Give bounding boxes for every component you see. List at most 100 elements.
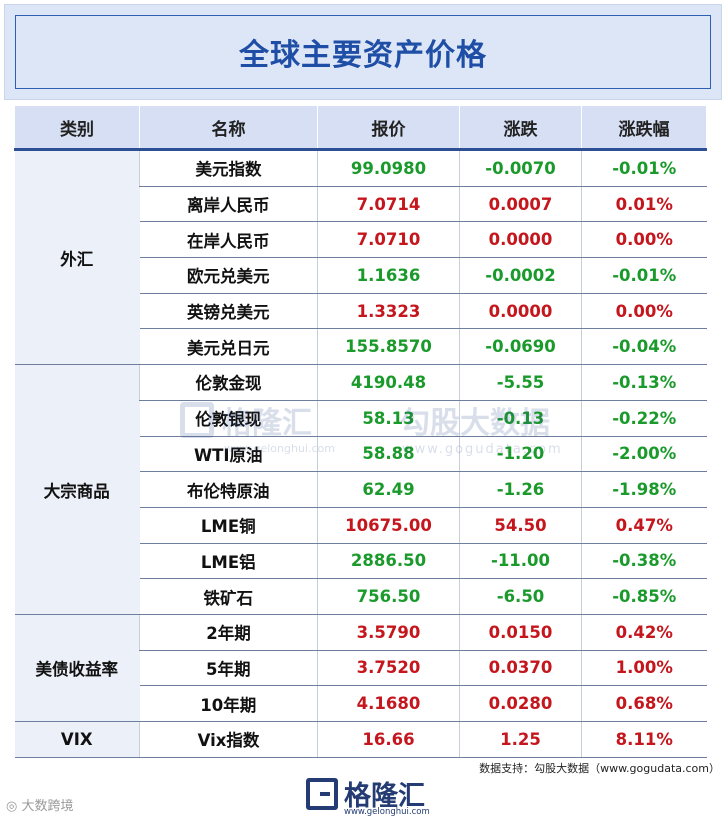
change-cell: 0.0000 [459, 221, 582, 259]
asset-name-cell: LME铜 [139, 507, 318, 544]
table-row: WTI原油 58.88 -1.20 -2.00% [15, 436, 707, 473]
change-cell: 0.0280 [459, 685, 582, 722]
change-pct-cell: 0.47% [581, 507, 707, 544]
change-pct-cell: 0.68% [581, 685, 707, 722]
change-pct-cell: 0.01% [581, 186, 707, 223]
table-row: 美债收益率 2年期 3.5790 0.0150 0.42% [14, 614, 707, 723]
asset-name-cell: LME铝 [139, 543, 318, 580]
price-cell: 155.8570 [317, 328, 460, 366]
table-row: LME铜 10675.00 54.50 0.47% [15, 507, 707, 544]
change-cell: 0.0150 [459, 614, 582, 651]
change-pct-cell: -0.85% [581, 578, 707, 615]
data-source-note: 数据支持：勾股大数据（www.gogudata.com） [479, 762, 720, 775]
table-row: 英镑兑美元 1.3323 0.0000 0.00% [15, 293, 707, 330]
category-cell: 外汇 [14, 149, 140, 366]
asset-price-table: 类别 名称 报价 涨跌 涨跌幅 外汇 美元指数 99.0980 -0.0070 -0.0… [14, 106, 707, 758]
title-banner: 全球主要资产价格 [4, 4, 722, 100]
table-row: LME铝 2886.50 -11.00 -0.38% [15, 543, 707, 580]
footer-logo: 格隆汇 www.gelonghui.com [306, 774, 436, 818]
asset-name-cell: 欧元兑美元 [139, 257, 318, 294]
corner-watermark-text: 大数跨境 [21, 799, 74, 814]
category-cell: 大宗商品 [14, 364, 140, 615]
asset-name-cell: 布伦特原油 [139, 471, 318, 508]
price-cell: 62.49 [317, 471, 460, 508]
footer-brand: 格隆汇 [344, 781, 425, 812]
change-cell: -0.0070 [459, 149, 582, 187]
change-pct-cell: 8.11% [581, 721, 707, 758]
change-cell: -1.20 [459, 436, 582, 473]
asset-name-cell: 美元兑日元 [139, 328, 318, 366]
change-cell: -0.0002 [459, 257, 582, 294]
column-header-name: 名称 [139, 106, 318, 151]
price-cell: 1.1636 [317, 257, 460, 294]
change-pct-cell: -0.13% [581, 364, 707, 401]
column-header-price: 报价 [317, 106, 460, 151]
column-header-category: 类别 [14, 106, 140, 151]
change-cell: 54.50 [459, 507, 582, 544]
table-header-row: 类别 名称 报价 涨跌 涨跌幅 [14, 106, 707, 151]
change-cell: -6.50 [459, 578, 582, 615]
column-header-change-pct: 涨跌幅 [581, 106, 707, 151]
table-row: 伦敦银现 58.13 -0.13 -0.22% [15, 400, 707, 437]
price-cell: 58.88 [317, 436, 460, 473]
change-pct-cell: 1.00% [581, 650, 707, 687]
table-row: 欧元兑美元 1.1636 -0.0002 -0.01% [15, 257, 707, 294]
change-pct-cell: 0.00% [581, 221, 707, 259]
asset-name-cell: 英镑兑美元 [139, 293, 318, 330]
asset-name-cell: 伦敦金现 [139, 364, 318, 401]
asset-name-cell: 5年期 [139, 650, 318, 687]
camera-icon: ◎ [6, 799, 22, 814]
table-row: 离岸人民币 7.0714 0.0007 0.01% [15, 186, 707, 223]
change-cell: -0.0690 [459, 328, 582, 366]
change-pct-cell: -0.22% [581, 400, 707, 437]
asset-name-cell: 在岸人民币 [139, 221, 318, 259]
change-cell: 0.0007 [459, 186, 582, 223]
category-cell: VIX [14, 721, 140, 758]
price-cell: 756.50 [317, 578, 460, 615]
price-cell: 4190.48 [317, 364, 460, 401]
change-pct-cell: -0.01% [581, 257, 707, 294]
asset-name-cell: 伦敦银现 [139, 400, 318, 437]
change-cell: 1.25 [459, 721, 582, 758]
change-cell: 0.0000 [459, 293, 582, 330]
title-frame: 全球主要资产价格 [15, 15, 711, 89]
change-cell: -0.13 [459, 400, 582, 437]
table-row: 5年期 3.7520 0.0370 1.00% [15, 650, 707, 687]
price-cell: 2886.50 [317, 543, 460, 580]
price-cell: 4.1680 [317, 685, 460, 722]
change-cell: -5.55 [459, 364, 582, 401]
asset-name-cell: 铁矿石 [139, 578, 318, 615]
table-body: 外汇 美元指数 99.0980 -0.0070 -0.01% 离岸人民币 7.0714 0.0… [14, 149, 707, 758]
asset-name-cell: 离岸人民币 [139, 186, 318, 223]
category-cell: 美债收益率 [14, 614, 140, 723]
change-pct-cell: 0.42% [581, 614, 707, 651]
table-row: 布伦特原油 62.49 -1.26 -1.98% [15, 471, 707, 508]
table-row: 大宗商品 伦敦金现 4190.48 -5.55 -0.13% [14, 364, 707, 615]
price-cell: 58.13 [317, 400, 460, 437]
gelonghui-logo-icon [306, 778, 338, 810]
change-pct-cell: -0.01% [581, 149, 707, 187]
corner-watermark: ◎ 大数跨境 [6, 795, 74, 814]
table-row: VIX Vix指数 16.66 1.25 8.11% [14, 721, 707, 758]
price-cell: 16.66 [317, 721, 460, 758]
change-pct-cell: -1.98% [581, 471, 707, 508]
table-row: 铁矿石 756.50 -6.50 -0.85% [15, 578, 707, 615]
table-row: 外汇 美元指数 99.0980 -0.0070 -0.01% [14, 149, 707, 366]
price-cell: 99.0980 [317, 149, 460, 187]
price-cell: 10675.00 [317, 507, 460, 544]
change-cell: 0.0370 [459, 650, 582, 687]
table-row: 在岸人民币 7.0710 0.0000 0.00% [15, 221, 707, 259]
change-cell: -11.00 [459, 543, 582, 580]
change-pct-cell: -0.38% [581, 543, 707, 580]
price-cell: 7.0714 [317, 186, 460, 223]
price-cell: 1.3323 [317, 293, 460, 330]
asset-name-cell: Vix指数 [139, 721, 318, 758]
change-pct-cell: -0.04% [581, 328, 707, 366]
price-cell: 7.0710 [317, 221, 460, 259]
change-pct-cell: -2.00% [581, 436, 707, 473]
asset-name-cell: 2年期 [139, 614, 318, 651]
table-row: 10年期 4.1680 0.0280 0.68% [15, 685, 707, 722]
price-cell: 3.5790 [317, 614, 460, 651]
price-cell: 3.7520 [317, 650, 460, 687]
change-cell: -1.26 [459, 471, 582, 508]
